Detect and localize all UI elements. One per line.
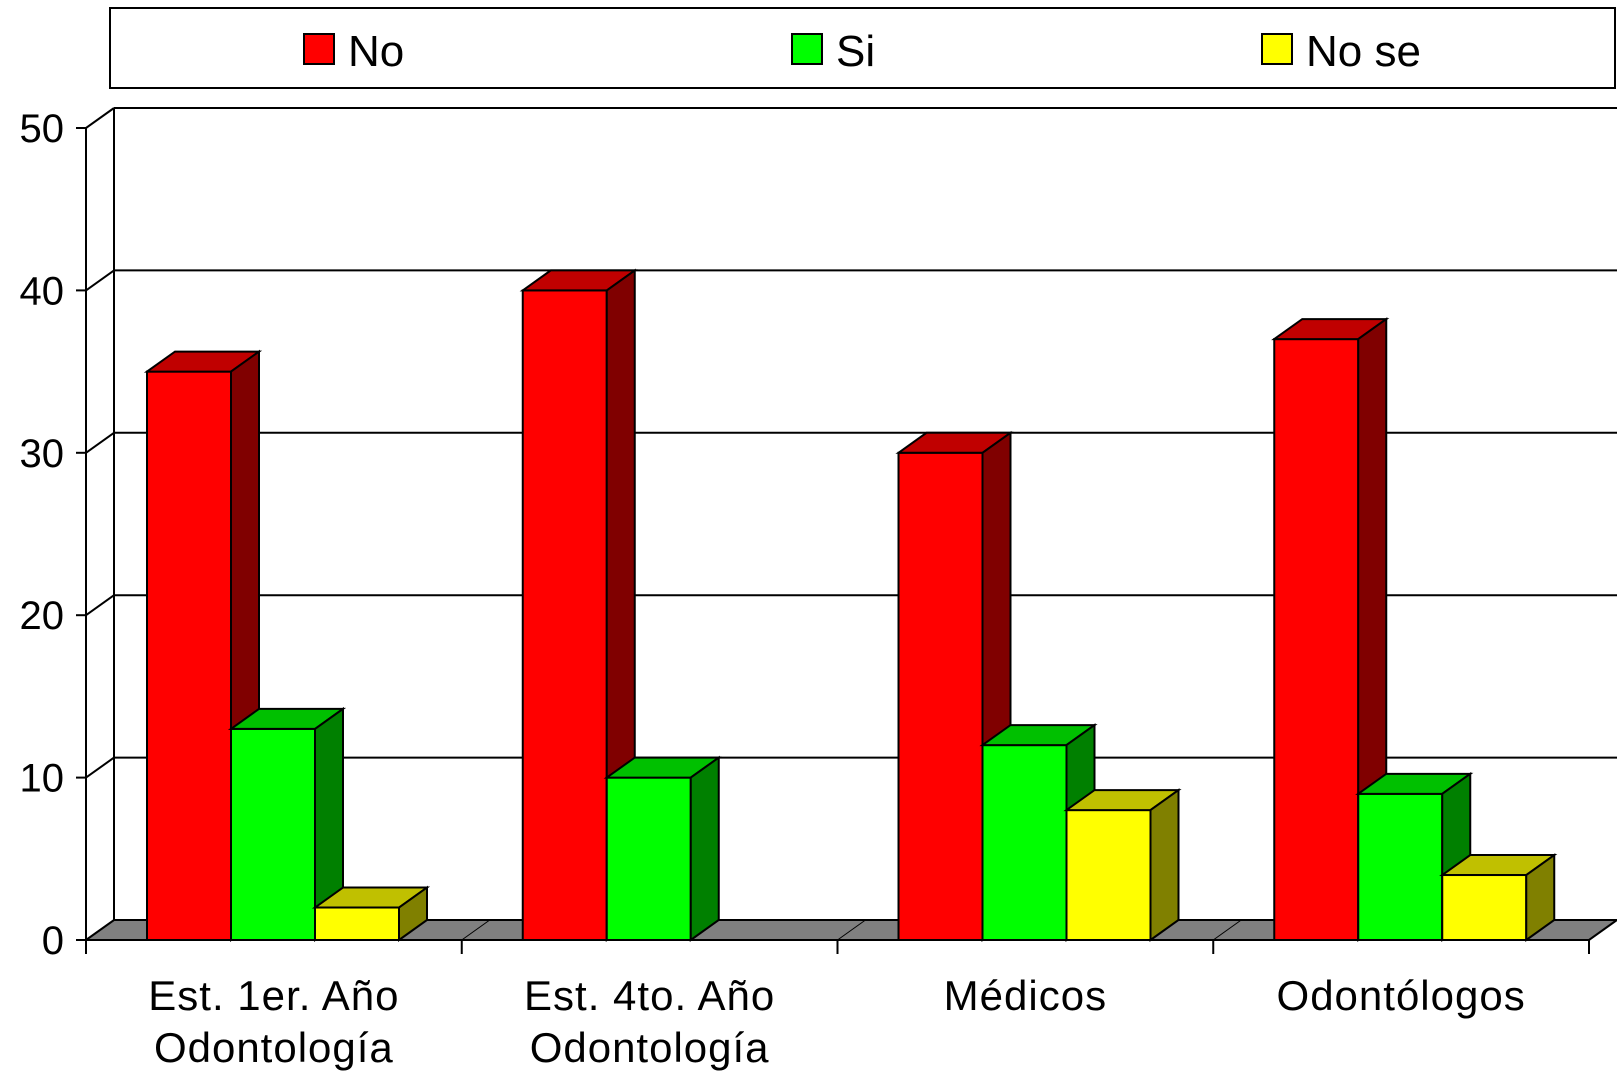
bar	[1063, 788, 1182, 942]
legend-box	[109, 7, 1616, 89]
y-axis-ticks: 0 10 20 30 40 50	[20, 107, 86, 963]
y-tick-label: 20	[20, 594, 65, 638]
bar-front	[1441, 874, 1528, 941]
bar-front	[230, 727, 316, 941]
legend-label-no: No	[348, 27, 404, 76]
bar-side	[689, 755, 720, 942]
y-tick-label: 40	[20, 269, 65, 313]
bar	[311, 885, 431, 942]
x-category-label: Odontólogos	[1277, 972, 1526, 1019]
floor-divider	[461, 919, 491, 941]
bar-front	[521, 289, 608, 941]
legend: No Si No se	[109, 7, 1616, 89]
bars	[143, 268, 1558, 942]
legend-swatch-si	[791, 33, 823, 65]
bar-front	[1273, 338, 1360, 941]
bar-front	[314, 906, 400, 942]
floor-divider	[837, 919, 866, 941]
gridlines	[85, 269, 1617, 779]
bar-front	[897, 451, 984, 941]
y-tick-label: 10	[20, 757, 65, 801]
x-category-label: Est. 1er. Año Odontología	[148, 972, 399, 1071]
bar	[1439, 853, 1558, 942]
bar	[1271, 317, 1390, 942]
legend-swatch-no	[303, 33, 335, 65]
y-tick-label: 0	[42, 919, 64, 963]
y-tick-label: 30	[20, 432, 65, 476]
gridline-side	[85, 756, 115, 779]
bar	[603, 755, 722, 942]
legend-swatch-no-se	[1261, 33, 1293, 65]
floor-divider	[1588, 919, 1617, 941]
bar-side	[1525, 853, 1556, 942]
bar-side	[1149, 788, 1180, 942]
bar-front	[1357, 792, 1444, 942]
x-axis-ticks: Est. 1er. Año Odontología Est. 4to. Año Odo…	[85, 919, 1617, 1071]
gridline-side	[85, 269, 115, 292]
bar-front	[146, 370, 232, 942]
gridline-side	[85, 431, 115, 454]
x-category-label: Est. 4to. Año Odontología	[524, 972, 775, 1071]
bar-side	[398, 885, 428, 942]
floor-divider	[1212, 919, 1242, 941]
bar-front	[605, 776, 692, 941]
bar	[227, 706, 347, 942]
bar-front	[981, 744, 1068, 941]
legend-label-si: Si	[836, 27, 875, 76]
bar-front	[1065, 809, 1152, 942]
legend-label-no-se: No se	[1306, 27, 1421, 76]
y-tick-label: 50	[20, 107, 65, 151]
x-category-label: Médicos	[944, 972, 1107, 1019]
floor-divider	[85, 919, 115, 941]
gridline-side	[85, 594, 115, 617]
side-wall-top	[85, 107, 115, 129]
